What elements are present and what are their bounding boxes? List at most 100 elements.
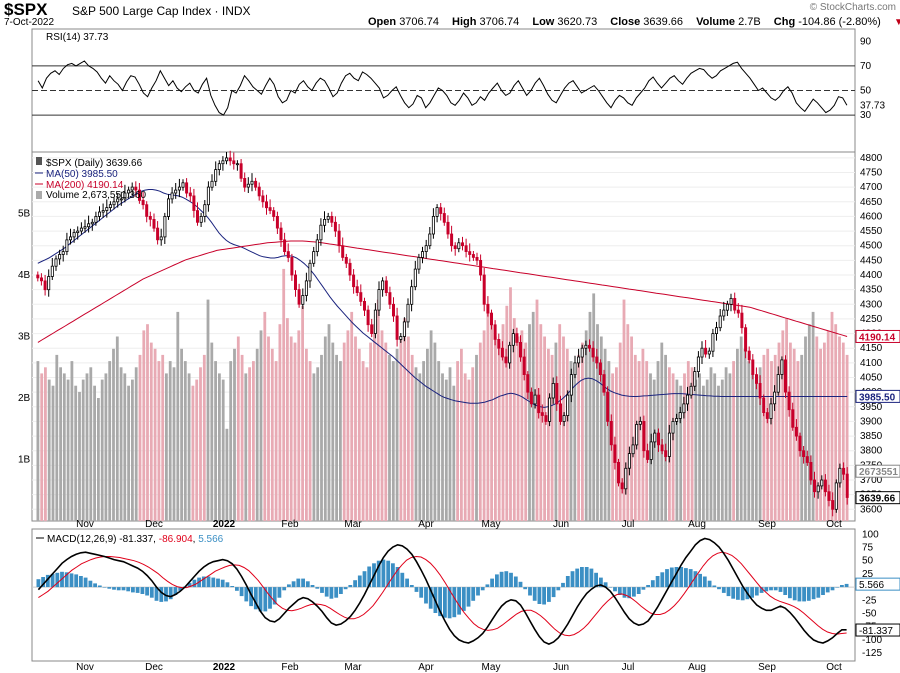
macd-histogram-bar	[438, 587, 442, 617]
candle-body	[827, 491, 831, 501]
macd-histogram-bar	[797, 587, 802, 602]
volume-bar	[539, 324, 543, 521]
candle-body	[747, 350, 751, 361]
close-value-tag: 3639.66	[859, 494, 896, 505]
volume-bar	[244, 373, 248, 521]
candle-body	[682, 403, 686, 414]
macd-histogram-bar	[164, 587, 168, 602]
price-tick-label: 3800	[860, 446, 883, 457]
ticker-symbol[interactable]: $SPX	[4, 0, 48, 19]
candle-body	[725, 303, 729, 311]
macd-histogram-bar	[116, 587, 121, 591]
volume-bar	[460, 348, 463, 521]
ma200-value-tag: 4190.14	[859, 332, 896, 343]
macd-histogram-bar	[580, 567, 584, 588]
macd-histogram-bar	[173, 587, 178, 595]
macd-histogram-bar	[490, 578, 494, 587]
volume-bar	[550, 354, 554, 521]
volume-bar	[240, 354, 244, 521]
volume-bar	[229, 361, 233, 521]
macd-histogram-bar	[513, 576, 518, 588]
candle-body	[598, 362, 602, 375]
macd-value-tag-box	[855, 623, 900, 637]
volume-bar	[403, 318, 407, 521]
volume-bar	[777, 342, 781, 521]
volume-bar	[599, 336, 603, 521]
macd-histogram-bar	[542, 587, 546, 605]
candle-body	[391, 303, 395, 317]
macd-histogram-bar	[669, 567, 674, 587]
macd-histogram-bar	[225, 582, 230, 588]
macd-frame	[31, 528, 856, 662]
macd-histogram-bar	[409, 585, 414, 588]
volume-bar	[705, 379, 709, 521]
volume-bar	[407, 336, 410, 521]
price-tick-label: 4600	[860, 211, 883, 222]
candle-body	[326, 215, 330, 220]
price-x-label: Aug	[688, 519, 706, 530]
chart-header: $SPX S&P 500 Large Cap Index · INDX © St…	[0, 0, 900, 30]
volume-bar	[165, 373, 168, 521]
price-tick-label: 4750	[860, 168, 883, 179]
macd-histogram-bar	[443, 587, 447, 618]
candle-body	[588, 344, 592, 349]
rsi-tick-label: 30	[860, 110, 872, 121]
macd-histogram-bar	[329, 587, 334, 599]
macd-histogram-bar	[632, 587, 636, 597]
candle-body	[791, 409, 795, 428]
volume-bar	[478, 342, 482, 521]
volume-bar	[195, 379, 199, 521]
macd-histogram-bar	[348, 585, 353, 588]
ma50-value-tag-box	[855, 389, 900, 403]
candle-body	[813, 479, 817, 493]
macd-histogram-bar	[816, 587, 821, 598]
index-full-name: S&P 500 Large Cap Index	[72, 4, 212, 18]
watermark[interactable]: © StockCharts.com	[809, 2, 896, 13]
candle-body	[217, 163, 221, 170]
price-x-label: Oct	[826, 519, 842, 530]
volume-bar	[399, 336, 403, 521]
macd-histogram-bar	[622, 587, 627, 598]
volume-bar	[588, 311, 592, 521]
candle-body	[304, 280, 308, 296]
candle-body	[617, 461, 621, 484]
candle-body	[780, 359, 784, 375]
candle-body	[504, 356, 508, 364]
volume-bar	[547, 348, 550, 521]
volume-bar	[429, 330, 433, 521]
candle-body	[638, 420, 642, 425]
macd-histogram-bar	[528, 587, 532, 596]
volume-bar	[845, 354, 849, 521]
macd-histogram-bar	[788, 587, 792, 599]
candle-body	[293, 274, 297, 291]
candle-body	[359, 292, 363, 302]
volume-bar	[293, 342, 297, 521]
macd-hist-tag: 5.566	[859, 580, 884, 591]
price-legend: $SPX (Daily) 3639.66 MA(50) 3985.50 MA(2…	[35, 157, 147, 201]
price-tick-label: 4800	[860, 153, 883, 164]
volume-value-tag: 2673551	[859, 467, 898, 478]
macd-histogram-bar	[509, 572, 513, 588]
macd-histogram-bar	[419, 587, 424, 598]
macd-histogram-bar	[216, 578, 220, 587]
macd-histogram-bar	[140, 587, 145, 594]
candle-body	[787, 391, 791, 411]
macd-histogram-bar	[646, 585, 650, 588]
volume-bar	[426, 348, 429, 521]
volume-bar	[210, 342, 214, 521]
macd-histogram-bar	[792, 587, 797, 601]
macd-tick-label: -125	[862, 648, 882, 659]
macd-x-label: Jun	[553, 662, 569, 673]
volume-bar	[206, 299, 210, 521]
macd-histogram-bar	[353, 580, 357, 588]
candle-body	[798, 435, 802, 452]
price-tick-label: 3850	[860, 431, 883, 442]
candle-body	[439, 207, 443, 214]
legend-volume: Volume 2,673,551,360	[46, 190, 147, 201]
volume-bar	[305, 348, 308, 521]
volume-bar	[297, 330, 301, 521]
volume-bar	[501, 324, 505, 521]
volume-bar	[622, 299, 626, 521]
macd-histogram-bar	[211, 577, 216, 588]
candle-body	[736, 309, 740, 314]
